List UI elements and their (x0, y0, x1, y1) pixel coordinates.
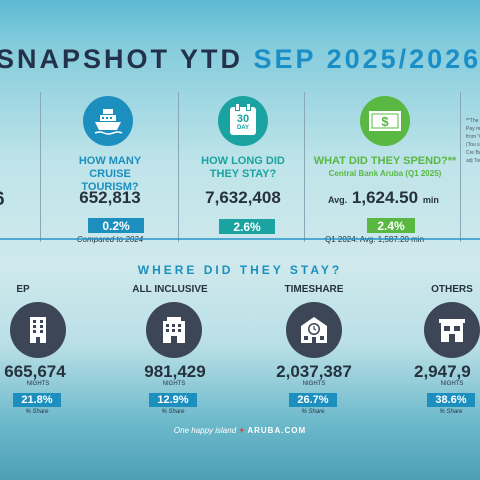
accommodation-nights: 2,037,387 (276, 362, 352, 381)
page-title: SNAPSHOT YTD SEP 2025/2026 (0, 44, 480, 75)
accommodation-share-badge: 38.6% (427, 393, 475, 407)
background-sky (0, 0, 480, 40)
accommodation-nights-label: NIGHTS (26, 381, 50, 387)
cruise-ship-icon (83, 96, 133, 146)
column-divider (460, 92, 461, 242)
calendar-number: 30 (236, 112, 250, 125)
accommodation-nights: 665,674 (4, 362, 66, 381)
stay-value: 7,632,408 (205, 188, 281, 207)
accommodation-name: ALL INCLUSIVE (132, 284, 208, 295)
spend-unit: min (422, 195, 439, 205)
hotel-building-icon (10, 302, 66, 358)
column-divider (40, 92, 41, 242)
accommodation-nights-label: NIGHTS (302, 381, 326, 387)
left-partial-value: 6 (0, 189, 5, 211)
accommodation-name: EP (16, 284, 30, 295)
column-divider (178, 92, 179, 242)
accommodation-name: TIMESHARE (284, 284, 344, 295)
timeshare-clock-building-icon (286, 302, 342, 358)
accommodation-nights: 981,429 (144, 362, 206, 381)
cruise-question: HOW MANY CRUISE TOURISM? (78, 155, 142, 193)
accommodation-share-label: % Share (439, 409, 463, 415)
accommodation-share-badge: 21.8% (13, 393, 61, 407)
stay-change-badge: 2.6% (219, 219, 275, 234)
accommodation-name: OTHERS (431, 284, 473, 295)
star-icon: ✦ (238, 426, 246, 435)
spend-source: Central Bank Aruba (Q1 2025) (328, 169, 442, 178)
column-divider (304, 92, 305, 242)
resort-building-icon (146, 302, 202, 358)
calendar-icon: 30 DAY (218, 96, 268, 146)
accommodation-share-label: % Share (161, 409, 185, 415)
accommodation-share-badge: 26.7% (289, 393, 337, 407)
calendar-label: DAY (236, 124, 250, 131)
accommodation-nights-label: NIGHTS (162, 381, 186, 387)
title-period: SEP 2025/2026 (253, 44, 480, 74)
spend-value-row: Avg. 1,624.50 min (328, 188, 439, 208)
cruise-value: 652,813 (79, 188, 141, 207)
svg-text:$: $ (381, 114, 389, 129)
accommodation-share-label: % Share (25, 409, 49, 415)
accommodation-nights: 2,947,9 (414, 362, 471, 381)
tagline-script: One happy island (173, 426, 237, 435)
accommodation-share-badge: 12.9% (149, 393, 197, 407)
aruba-tagline: One happy island ✦ ARUBA.COM (0, 426, 480, 435)
footnote: **The pres Pay reco from "Oth (Tou sho R… (466, 118, 480, 164)
accommodation-nights-label: NIGHTS (440, 381, 464, 387)
house-icon (424, 302, 480, 358)
cruise-change-badge: 0.2% (88, 218, 144, 233)
where-title: WHERE DID THEY STAY? (137, 263, 343, 277)
title-snapshot: SNAPSHOT YTD (0, 44, 254, 74)
spend-change-badge: 2.4% (367, 218, 415, 233)
accommodation-share-label: % Share (301, 409, 325, 415)
stay-question: HOW LONG DID THEY STAY? (201, 155, 285, 180)
spend-question: WHAT DID THEY SPEND?** (313, 155, 457, 167)
spend-avg-prefix: Avg. (328, 195, 348, 205)
section-divider (0, 238, 480, 240)
tagline-brand: ARUBA.COM (247, 426, 307, 435)
spend-value: 1,624.50 (351, 188, 419, 207)
money-icon: $ (360, 96, 410, 146)
